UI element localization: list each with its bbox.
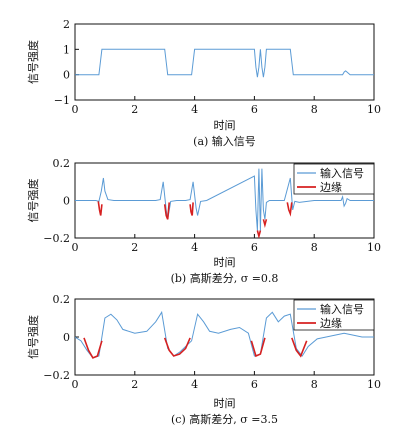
signal-line [75, 48, 374, 78]
x-tick-label: 4 [191, 103, 198, 116]
legend-label: 输入信号 [320, 302, 364, 316]
edge-segment [291, 337, 308, 358]
edge-segment [262, 219, 268, 228]
edge-segment [163, 202, 170, 220]
x-tick-label: 10 [367, 103, 381, 116]
y-axis-label: 信号强度 [26, 40, 40, 84]
panel-caption: (b) 高斯差分, σ =0.8 [171, 271, 279, 285]
x-tick-label: 10 [367, 241, 381, 254]
plot-frame [74, 23, 375, 101]
x-tick-label: 6 [251, 241, 258, 254]
y-tick-label: 0.2 [53, 293, 71, 306]
x-tick-label: 6 [251, 103, 258, 116]
legend-box [293, 299, 375, 331]
x-tick-label: 4 [191, 241, 198, 254]
signal-line [75, 310, 374, 359]
y-tick-label: 1 [63, 43, 70, 56]
legend-label: 输入信号 [320, 166, 364, 180]
legend-box [293, 163, 375, 195]
legend-label: 边缘 [320, 317, 342, 330]
x-tick-label: 4 [191, 378, 198, 391]
x-tick-label: 0 [72, 241, 79, 254]
edge-segment [256, 230, 262, 238]
edge-segment [250, 337, 266, 358]
x-tick-label: 6 [251, 378, 258, 391]
y-tick-label: −0.2 [43, 232, 70, 245]
x-tick-label: 0 [72, 103, 79, 116]
edge-segment [189, 202, 194, 216]
x-tick-label: 8 [311, 103, 318, 116]
x-tick-label: 8 [311, 378, 318, 391]
y-axis-label: 信号强度 [26, 315, 40, 359]
legend-label: 边缘 [320, 181, 342, 194]
y-tick-label: −1 [54, 94, 70, 107]
x-tick-label: 2 [131, 241, 138, 254]
panel-caption: (a) 输入信号 [193, 134, 256, 148]
x-tick-label: 2 [131, 103, 138, 116]
panel-caption: (c) 高斯差分, σ =3.5 [171, 412, 278, 426]
y-tick-label: 2 [63, 18, 70, 31]
y-tick-label: 0 [63, 331, 70, 344]
x-tick-label: 10 [367, 378, 381, 391]
x-axis-label: 时间 [214, 397, 236, 410]
x-tick-label: 0 [72, 378, 79, 391]
edge-segment [163, 337, 191, 357]
edge-segment [83, 337, 103, 359]
y-axis-label: 信号强度 [26, 179, 40, 223]
edge-segment [286, 202, 293, 217]
edge-segment [97, 201, 103, 216]
x-tick-label: 2 [131, 378, 138, 391]
x-axis-label: 时间 [214, 119, 236, 132]
y-tick-label: 0 [63, 195, 70, 208]
y-tick-label: 0 [63, 69, 70, 82]
y-tick-label: 0.2 [53, 157, 71, 170]
x-axis-label: 时间 [214, 256, 236, 269]
signal-line [75, 168, 374, 231]
x-tick-label: 8 [311, 241, 318, 254]
y-tick-label: −0.2 [43, 369, 70, 382]
